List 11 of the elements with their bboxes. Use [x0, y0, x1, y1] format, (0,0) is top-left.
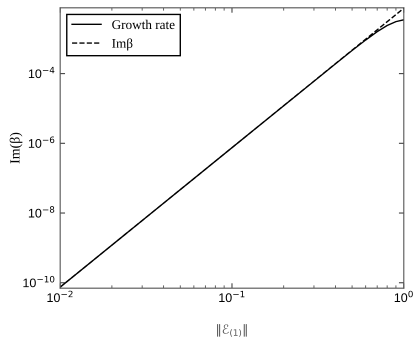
legend-label: Growth rate	[112, 20, 175, 30]
y-tick-label: 10$^{−6}$	[28, 136, 54, 148]
legend-label: Imβ	[112, 38, 132, 50]
x-tick-label: 10$^{0}$	[394, 290, 413, 302]
x-tick-label: 10$^{−1}$	[219, 290, 244, 302]
y-tick-label: 10$^{−8}$	[28, 206, 54, 218]
y-tick-label: 10$^{−4}$	[28, 66, 54, 78]
y-axis-title: Im(β)	[10, 132, 22, 164]
x-tick-label: 10$^{−2}$	[47, 290, 73, 302]
x-axis-title: ‖ℰ$_{(1)}$‖	[217, 324, 247, 337]
y-tick-label: 10$^{−10}$	[23, 276, 54, 288]
